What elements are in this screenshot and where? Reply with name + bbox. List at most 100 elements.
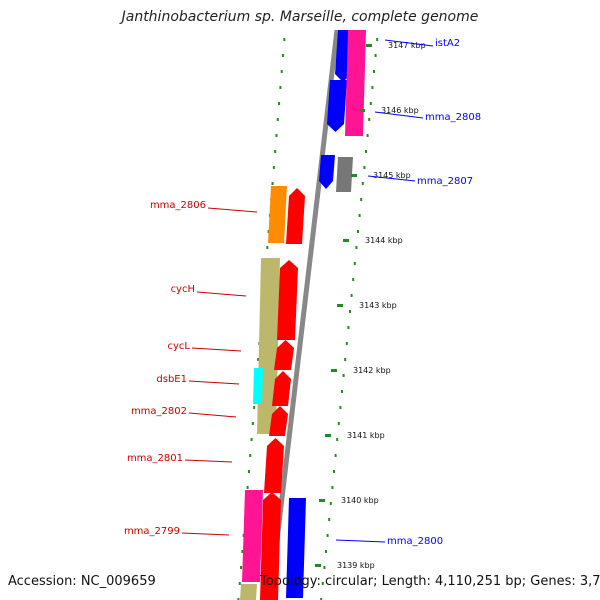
border-dot: [283, 38, 286, 41]
gene-mma_2802-feature: [269, 406, 288, 436]
gene-feature-red: [286, 188, 305, 244]
border-dot: [240, 566, 243, 569]
border-dot: [357, 230, 359, 233]
border-dot: [276, 118, 279, 121]
backbone-line: [267, 29, 340, 600]
gene-label: mma_2808: [425, 112, 481, 123]
gene-label: istA2: [435, 38, 460, 49]
map-title: Janthinobacterium sp. Marseille, complet…: [121, 9, 479, 25]
border-dot: [347, 326, 350, 329]
gene-label: cycL: [168, 341, 191, 352]
tick-label: 3146 kbp: [381, 106, 419, 115]
border-dot: [326, 534, 329, 537]
tick-label: 3144 kbp: [365, 236, 403, 245]
tick-mark: [343, 239, 349, 242]
gene-feature-red: [277, 260, 298, 340]
border-dot: [368, 118, 371, 121]
label-leader-line: [384, 39, 434, 47]
border-dot: [337, 422, 340, 425]
gene-cycL-feature: [274, 340, 294, 370]
tick-mark: [351, 174, 357, 177]
border-dot: [237, 598, 240, 600]
label-leader-line: [335, 539, 386, 543]
tick-label: 3143 kbp: [359, 301, 397, 310]
gene-label: mma_2801: [127, 453, 183, 464]
gene-feature-red: [272, 371, 291, 406]
border-dot: [373, 70, 375, 73]
border-dot: [345, 342, 348, 345]
label-leader-line: [188, 412, 237, 418]
border-dot: [251, 422, 254, 425]
border-dot: [376, 38, 379, 41]
border-dot: [361, 182, 364, 185]
gene-label: mma_2800: [387, 536, 443, 547]
tick-label: 3140 kbp: [341, 496, 379, 505]
border-dot: [272, 166, 275, 169]
border-dot: [246, 486, 249, 489]
border-dot: [336, 438, 339, 441]
label-leader-line: [191, 347, 242, 352]
border-dot: [250, 438, 253, 441]
label-leader-line: [374, 111, 424, 119]
tick-mark: [319, 499, 325, 502]
border-dot: [333, 470, 335, 473]
label-leader-line: [188, 380, 240, 385]
summary-text: Topology: circular; Length: 4,110,251 bp…: [260, 574, 600, 589]
border-dot: [241, 550, 244, 553]
border-dot: [371, 86, 374, 89]
border-dot: [363, 166, 366, 169]
border-dot: [329, 502, 332, 505]
label-leader-line: [207, 207, 258, 213]
label-leader-line: [196, 291, 247, 297]
gene-label: mma_2802: [131, 406, 187, 417]
border-dot: [350, 294, 353, 297]
border-dot: [358, 214, 361, 217]
border-dot: [369, 102, 372, 105]
border-dot: [374, 54, 377, 57]
border-dot: [366, 134, 369, 137]
border-dot: [342, 374, 345, 377]
border-dot: [325, 550, 327, 553]
gene-feature-gray: [336, 157, 353, 192]
tick-mark: [331, 369, 337, 372]
tick-label: 3139 kbp: [337, 561, 375, 570]
gene-feature-khaki: [240, 584, 257, 600]
gene-mma_2806-feature: [268, 186, 287, 243]
gene-label: dsbE1: [156, 374, 187, 385]
border-dot: [360, 198, 363, 201]
border-dot: [344, 358, 347, 361]
gene-mma_2800-feature: [286, 498, 306, 598]
border-dot: [282, 54, 285, 57]
border-dot: [352, 278, 355, 281]
border-dot: [341, 390, 343, 393]
accession-text: Accession: NC_009659: [8, 574, 156, 589]
feature-track: [240, 30, 366, 600]
border-dot: [274, 150, 277, 153]
gene-mma_2801-feature: [264, 438, 284, 493]
tick-mark: [359, 109, 365, 112]
tick-mark: [315, 564, 321, 567]
border-dot: [339, 406, 342, 409]
border-dot: [238, 582, 241, 585]
border-dot: [249, 454, 252, 457]
border-dot: [334, 454, 337, 457]
border-dot: [328, 518, 331, 521]
tick-label: 3141 kbp: [347, 431, 385, 440]
tick-mark: [325, 434, 331, 437]
tick-mark: [337, 304, 343, 307]
tick-label: 3142 kbp: [353, 366, 391, 375]
border-dot: [321, 582, 324, 585]
border-dot: [323, 566, 326, 569]
border-dot: [349, 310, 351, 313]
gene-labels: istA2 mma_2808 mma_2807 mma_2806 cycH cycL dsb…: [124, 38, 481, 547]
label-leader-line: [181, 532, 230, 536]
gene-label: mma_2807: [417, 176, 473, 187]
gene-feature-red: [260, 492, 281, 600]
label-leader-line: [184, 459, 233, 463]
border-dot: [247, 470, 250, 473]
border-dot: [353, 262, 356, 265]
gene-label: mma_2806: [150, 200, 206, 211]
scale-ticks: 3147 kbp 3146 kbp 3145 kbp 3144 kbp 3143 kbp…: [315, 41, 426, 570]
border-dot: [253, 406, 256, 409]
